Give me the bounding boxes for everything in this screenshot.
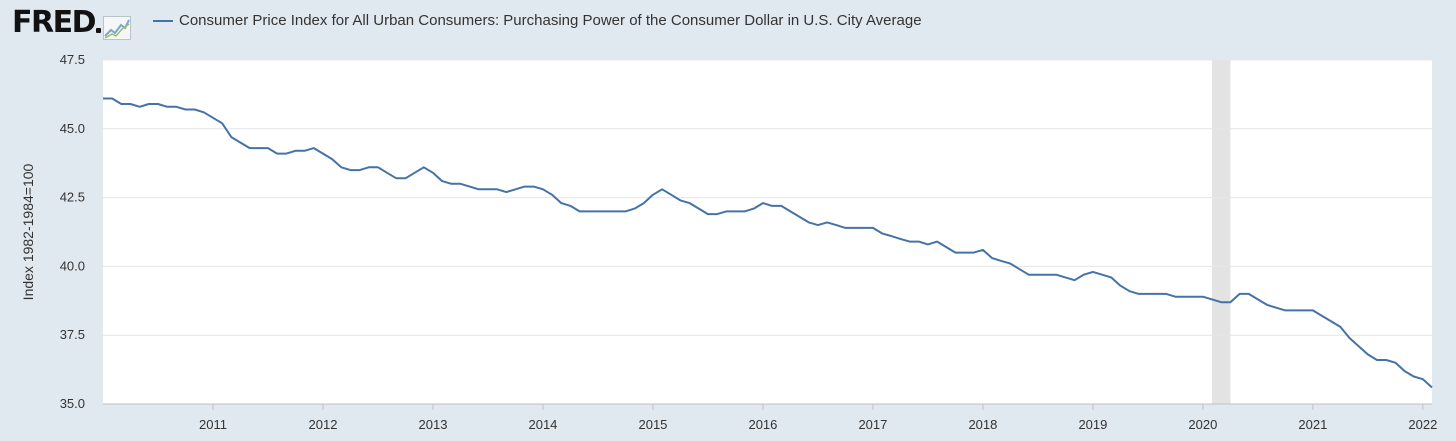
y-tick-label: 35.0	[60, 396, 85, 411]
chart-legend[interactable]: Consumer Price Index for All Urban Consu…	[153, 12, 922, 29]
chart-line-icon	[103, 16, 131, 40]
y-tick-label: 45.0	[60, 121, 85, 136]
x-tick-label: 2020	[1188, 417, 1217, 432]
x-tick-label: 2013	[419, 417, 448, 432]
series-line[interactable]	[103, 97, 1433, 389]
logo-registered-dot	[96, 28, 101, 33]
fred-logo[interactable]: FRED	[12, 6, 131, 40]
y-axis-title: Index 1982-1984=100	[20, 163, 36, 300]
x-tick-label: 2021	[1298, 417, 1327, 432]
x-tick-label: 2015	[638, 417, 667, 432]
y-tick-label: 37.5	[60, 327, 85, 342]
x-tick-label: 2014	[528, 417, 557, 432]
plot-area	[103, 60, 1432, 404]
x-tick-label: 2022	[1408, 417, 1437, 432]
x-tick-label: 2017	[858, 417, 887, 432]
y-tick-label: 47.5	[60, 52, 85, 67]
y-tick-label: 40.0	[60, 258, 85, 273]
recession-shade	[1212, 60, 1231, 404]
x-tick-label: 2012	[309, 417, 338, 432]
y-tick-label: 42.5	[60, 190, 85, 205]
legend-line-swatch	[153, 19, 173, 22]
x-tick-label: 2018	[968, 417, 997, 432]
x-tick-label: 2016	[748, 417, 777, 432]
x-tick-label: 2019	[1078, 417, 1107, 432]
x-tick-label: 2011	[199, 417, 227, 432]
legend-series-label: Consumer Price Index for All Urban Consu…	[179, 12, 922, 29]
fred-logo-text: FRED	[12, 5, 97, 40]
